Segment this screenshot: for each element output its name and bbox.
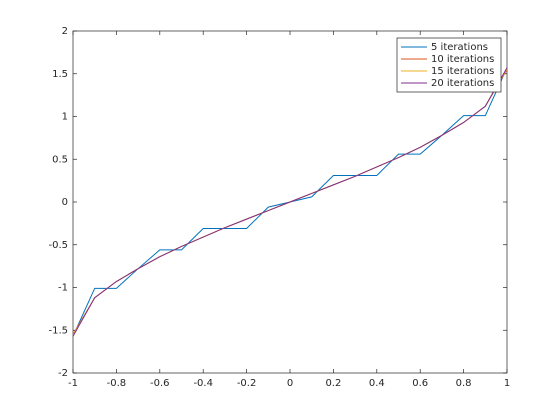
x-tick-label: -1 xyxy=(68,378,78,389)
x-tick-label: -0.2 xyxy=(237,378,257,389)
x-tick-label: 1 xyxy=(504,378,510,389)
series-line xyxy=(72,67,508,337)
y-tick-label: -0.5 xyxy=(48,240,68,251)
legend-label: 10 iterations xyxy=(431,54,494,65)
y-tick-label: 0 xyxy=(62,197,68,208)
x-tick-label: -0.4 xyxy=(193,378,213,389)
y-tick-label: 1 xyxy=(62,112,68,123)
legend-label: 20 iterations xyxy=(431,78,494,89)
x-tick-label: -0.6 xyxy=(150,378,170,389)
x-tick-label: 0.2 xyxy=(325,378,341,389)
x-tick-label: 0.6 xyxy=(412,378,428,389)
x-tick-label: 0.4 xyxy=(369,378,385,389)
y-tick-label: -1.5 xyxy=(48,325,68,336)
x-tick-label: 0 xyxy=(287,378,293,389)
x-tick-label: -0.8 xyxy=(107,378,127,389)
y-tick-label: -1 xyxy=(58,283,68,294)
y-tick-label: 2 xyxy=(62,26,68,37)
y-tick-label: 1.5 xyxy=(52,69,68,80)
legend-label: 5 iterations xyxy=(431,42,488,53)
y-tick-label: 0.5 xyxy=(52,154,68,165)
y-tick-label: -2 xyxy=(58,368,68,379)
x-tick-label: 0.8 xyxy=(456,378,472,389)
legend-label: 15 iterations xyxy=(431,66,494,77)
